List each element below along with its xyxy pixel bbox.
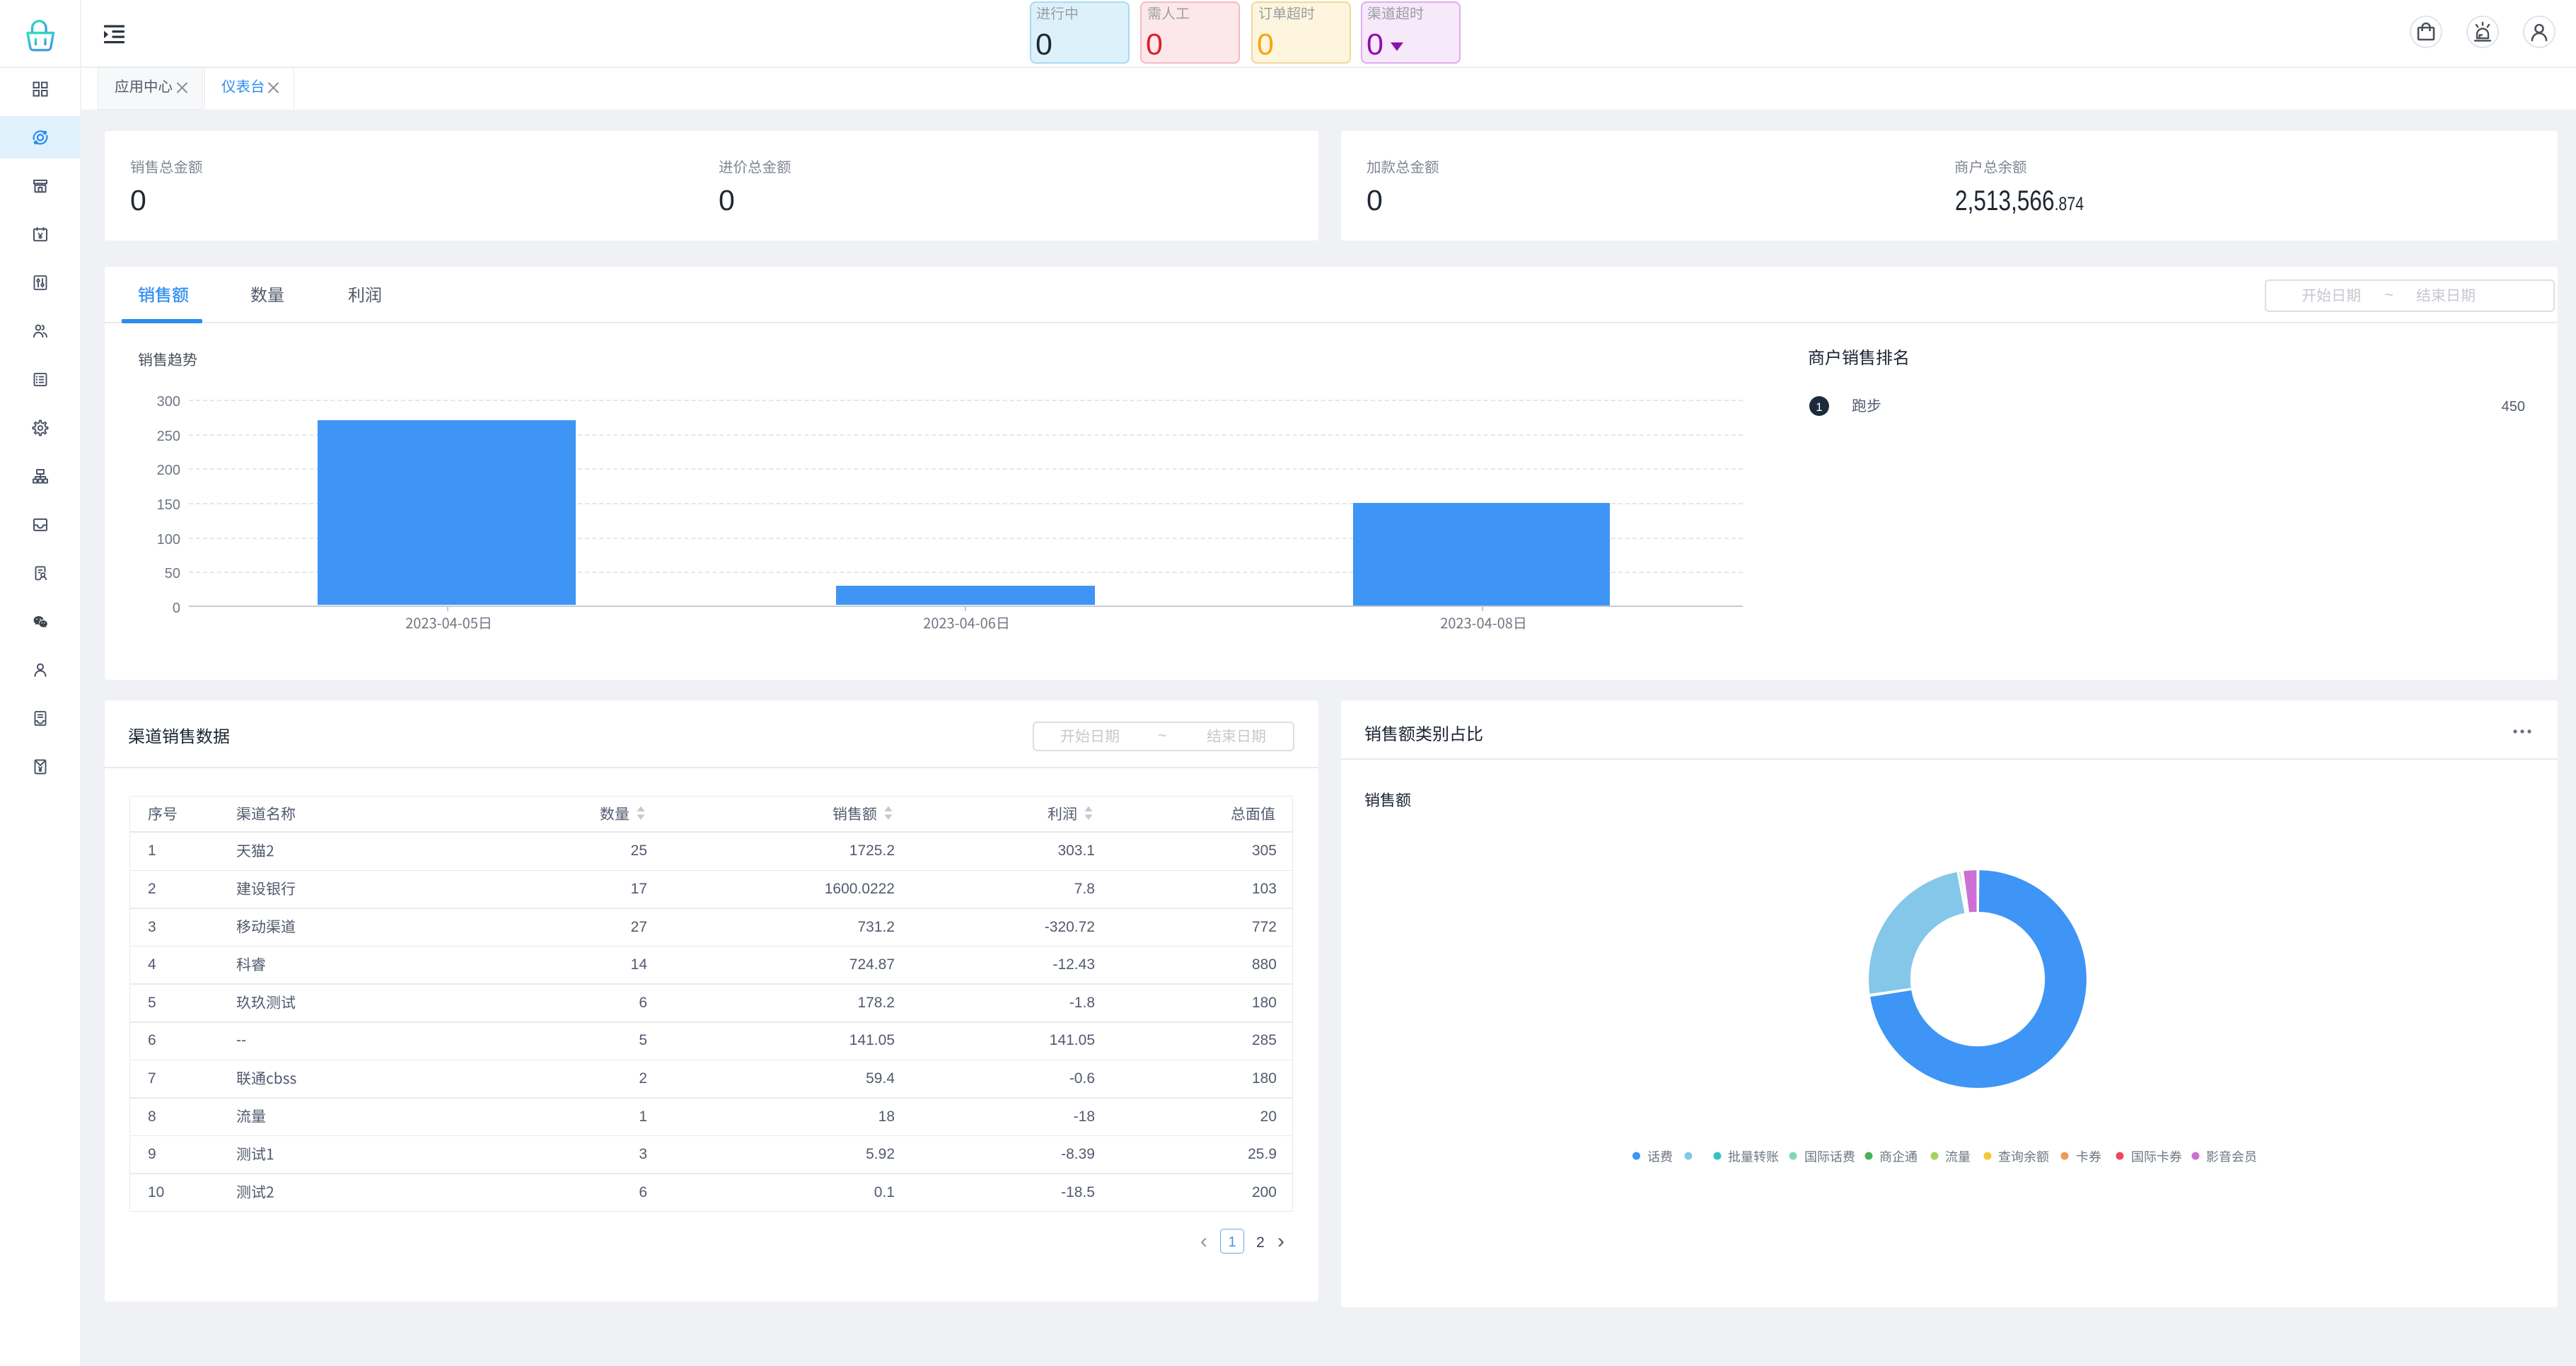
svg-text:1: 1 [1816, 400, 1822, 414]
